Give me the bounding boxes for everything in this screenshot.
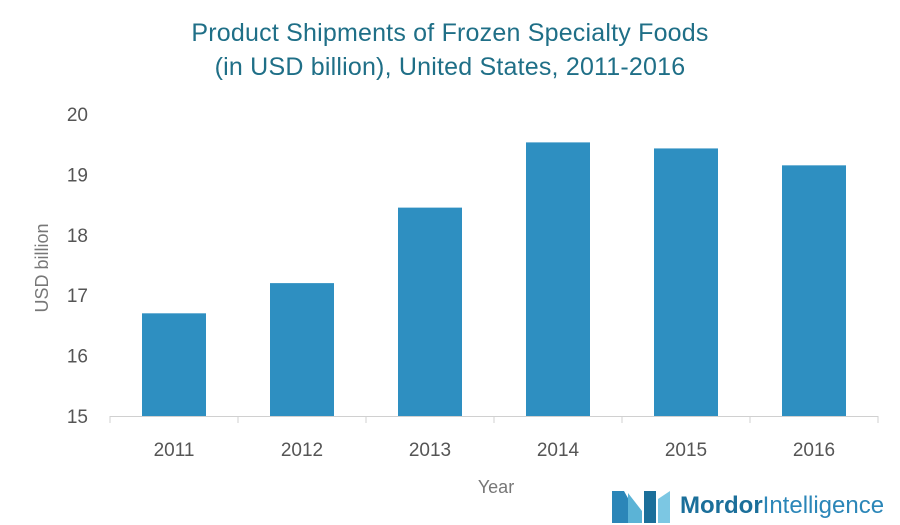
bar-2012 [270, 283, 334, 416]
chart-title-line-1: Product Shipments of Frozen Specialty Fo… [191, 19, 709, 47]
bar-2011 [142, 313, 206, 416]
x-tick-label: 2011 [154, 440, 195, 461]
y-axis-ticks: 15 16 17 18 19 20 [67, 105, 88, 428]
y-tick-label: 16 [67, 347, 88, 368]
x-axis-ticks: 2011 2012 2013 2014 2015 2016 [154, 440, 836, 461]
y-axis-title: USD billion [32, 223, 52, 312]
x-axis-title: Year [478, 477, 514, 497]
bars [142, 142, 846, 417]
x-tick-label: 2013 [409, 440, 451, 461]
bar-2014 [526, 142, 590, 416]
x-tick-label: 2012 [281, 440, 323, 461]
logo-suffix: Intelligence [762, 492, 885, 519]
mordor-intelligence-logo: MordorIntelligence [612, 488, 884, 524]
mordor-intelligence-logo-icon [612, 491, 670, 523]
x-tick-label: 2015 [665, 440, 707, 461]
y-tick-label: 19 [67, 165, 88, 186]
x-tick-label: 2016 [793, 440, 835, 461]
bar-2016 [782, 165, 846, 416]
y-tick-label: 17 [67, 286, 88, 307]
x-tick-label: 2014 [537, 440, 580, 461]
logo-wordmark: MordorIntelligence [680, 492, 884, 520]
chart-title-line-2: (in USD billion), United States, 2011-20… [214, 53, 686, 81]
y-tick-label: 20 [67, 105, 88, 126]
y-tick-label: 15 [67, 407, 88, 428]
logo-name: Mordor [680, 492, 763, 519]
x-axis-separators [109, 416, 879, 423]
y-tick-label: 18 [67, 226, 88, 247]
bar-2015 [654, 148, 718, 417]
bar-2013 [398, 207, 462, 416]
